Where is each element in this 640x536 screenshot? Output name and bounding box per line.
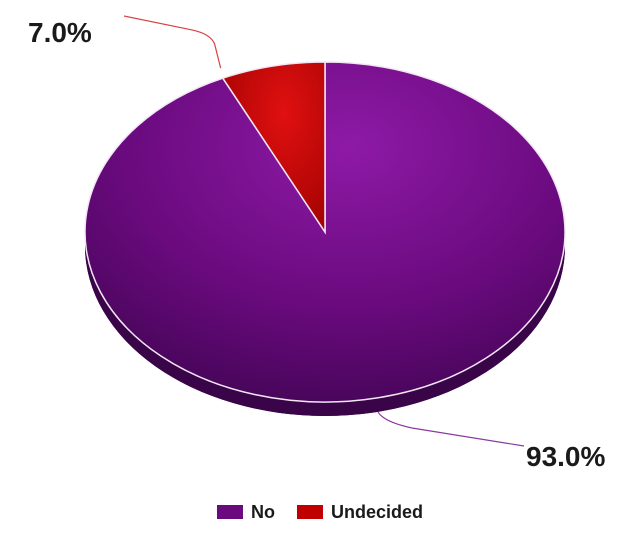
pie-leader-lines bbox=[123, 15, 525, 447]
leader-line-no bbox=[377, 411, 525, 447]
legend-item-undecided: Undecided bbox=[296, 501, 423, 523]
legend-label-undecided: Undecided bbox=[330, 501, 423, 522]
legend-item-no: No bbox=[216, 501, 275, 523]
pie-data-labels: 7.0% 93.0% bbox=[28, 17, 605, 472]
pie-slices bbox=[84, 61, 566, 403]
legend-label-no: No bbox=[250, 501, 275, 522]
data-label-undecided: 7.0% bbox=[28, 17, 92, 48]
leader-line-undecided bbox=[123, 15, 222, 69]
pie-slice-undecided bbox=[221, 61, 326, 235]
data-label-no: 93.0% bbox=[526, 441, 605, 472]
legend-swatch-undecided bbox=[296, 505, 323, 519]
legend: No Undecided bbox=[0, 500, 640, 524]
legend-swatch-no bbox=[216, 505, 243, 519]
